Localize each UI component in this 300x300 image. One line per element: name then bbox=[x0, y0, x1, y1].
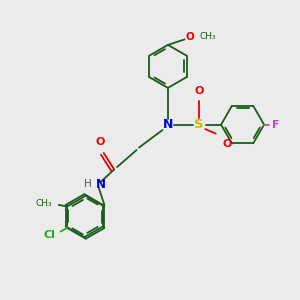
Text: O: O bbox=[222, 139, 232, 149]
Text: N: N bbox=[163, 118, 173, 131]
Text: CH₃: CH₃ bbox=[199, 32, 216, 41]
Text: H: H bbox=[84, 179, 92, 189]
Text: O: O bbox=[95, 137, 105, 147]
Text: S: S bbox=[194, 118, 204, 131]
Text: N: N bbox=[96, 178, 106, 191]
Text: O: O bbox=[186, 32, 195, 41]
Text: CH₃: CH₃ bbox=[36, 199, 52, 208]
Text: F: F bbox=[272, 120, 280, 130]
Text: Cl: Cl bbox=[44, 230, 56, 239]
Text: O: O bbox=[195, 86, 204, 96]
